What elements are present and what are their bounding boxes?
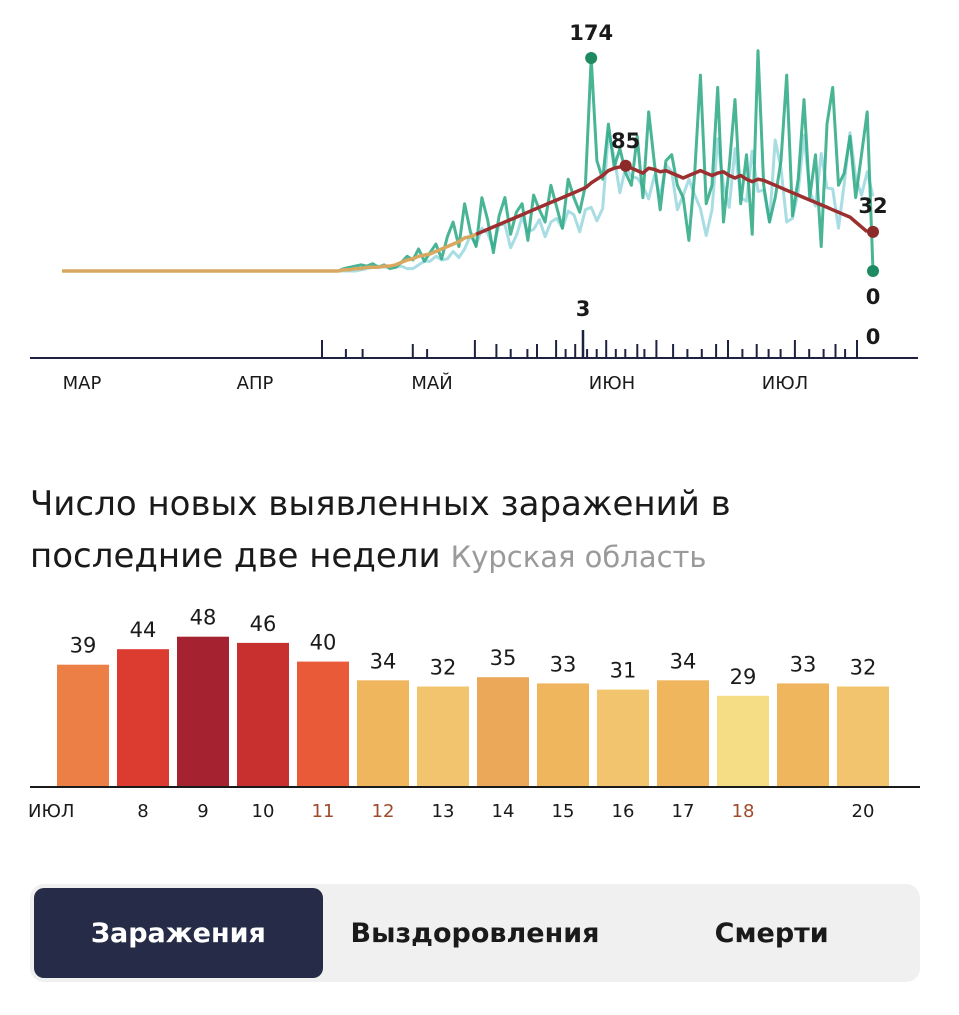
bar-value-label: 34 bbox=[370, 649, 397, 673]
bar-value-label: 40 bbox=[310, 631, 337, 655]
bar bbox=[57, 664, 109, 786]
cases-peak-label: 174 bbox=[569, 21, 613, 45]
cases-last-label: 0 bbox=[866, 285, 881, 309]
bar-category-label: 20 bbox=[852, 801, 875, 822]
annotations: 174 85 32 0 3 0 bbox=[569, 21, 887, 349]
month-label: АПР bbox=[237, 373, 274, 394]
bar-category-label: 15 bbox=[552, 801, 575, 822]
bar-category-label: 13 bbox=[432, 801, 455, 822]
average-peak-dot bbox=[619, 159, 632, 172]
metric-tabs: Заражения Выздоровления Смерти bbox=[30, 884, 920, 982]
tab-deaths[interactable]: Смерти bbox=[714, 917, 829, 949]
bar-labels: 39 ИЮЛ 44 8 48 9 46 10 40 11 34 12 32 13 35 14 33 15 31 16 3… bbox=[28, 606, 876, 822]
bar-value-label: 33 bbox=[790, 652, 817, 676]
bar-category-label: 10 bbox=[252, 801, 275, 822]
bar bbox=[777, 683, 829, 786]
bar bbox=[837, 686, 889, 786]
headline-title: Число новых выявленных заражений в после… bbox=[30, 484, 731, 576]
bar bbox=[477, 677, 529, 786]
average-line-early bbox=[62, 232, 477, 273]
bar-category-label: 14 bbox=[492, 801, 515, 822]
bar-value-label: 32 bbox=[430, 656, 457, 680]
two-week-bar-chart: 39 ИЮЛ 44 8 48 9 46 10 40 11 34 12 32 13 35 14 33 15 31 16 3… bbox=[28, 606, 920, 822]
bar-category-label: 11 bbox=[312, 801, 335, 822]
headline-region: Курская область bbox=[450, 540, 707, 574]
bar bbox=[237, 642, 289, 786]
bar-category-label: ИЮЛ bbox=[28, 801, 74, 822]
bar-value-label: 39 bbox=[70, 634, 97, 658]
chart-headline: Число новых выявленных заражений в после… bbox=[30, 478, 930, 583]
bar-value-label: 48 bbox=[190, 606, 217, 630]
average-last-label: 32 bbox=[858, 194, 887, 218]
bar bbox=[717, 695, 769, 786]
cases-last-dot bbox=[867, 265, 879, 277]
average-line-late bbox=[475, 163, 869, 236]
bar-category-label: 17 bbox=[672, 801, 695, 822]
average-peak-label: 85 bbox=[611, 129, 640, 153]
month-label: ИЮН bbox=[589, 373, 635, 394]
month-label: ИЮЛ bbox=[762, 373, 808, 394]
bar-category-label: 18 bbox=[732, 801, 755, 822]
bar bbox=[297, 661, 349, 786]
tab-infections[interactable]: Заражения bbox=[34, 888, 323, 978]
deaths-peak-label: 3 bbox=[576, 297, 591, 321]
bar-value-label: 46 bbox=[250, 612, 277, 636]
bar bbox=[117, 649, 169, 786]
bar-value-label: 35 bbox=[490, 646, 517, 670]
death-ticks bbox=[321, 330, 858, 358]
bar bbox=[537, 683, 589, 786]
bar-category-label: 12 bbox=[372, 801, 395, 822]
average-last-dot bbox=[867, 225, 879, 238]
bar bbox=[357, 680, 409, 786]
bar bbox=[177, 636, 229, 786]
bar bbox=[417, 686, 469, 786]
bar-value-label: 34 bbox=[670, 649, 697, 673]
bar-value-label: 31 bbox=[610, 659, 637, 683]
bar-value-label: 29 bbox=[730, 665, 757, 689]
bar-category-label: 8 bbox=[137, 801, 148, 822]
bar-value-label: 44 bbox=[130, 618, 157, 642]
month-labels: МАР АПР МАЙ ИЮН ИЮЛ bbox=[63, 372, 809, 394]
timeline-lines bbox=[62, 49, 875, 273]
bar-category-label: 9 bbox=[197, 801, 208, 822]
cases-peak-dot bbox=[585, 52, 598, 64]
bars bbox=[57, 636, 889, 786]
bar-value-label: 32 bbox=[850, 656, 877, 680]
tab-recoveries[interactable]: Выздоровления bbox=[350, 917, 600, 949]
month-label: МАР bbox=[63, 373, 102, 394]
bar bbox=[657, 680, 709, 786]
month-label: МАЙ bbox=[411, 372, 452, 394]
bar-category-label: 16 bbox=[612, 801, 635, 822]
timeline-chart: МАР АПР МАЙ ИЮН ИЮЛ 174 85 32 0 3 0 bbox=[30, 21, 918, 394]
bar-value-label: 33 bbox=[550, 652, 577, 676]
bar bbox=[597, 689, 649, 786]
deaths-last-label: 0 bbox=[866, 325, 881, 349]
